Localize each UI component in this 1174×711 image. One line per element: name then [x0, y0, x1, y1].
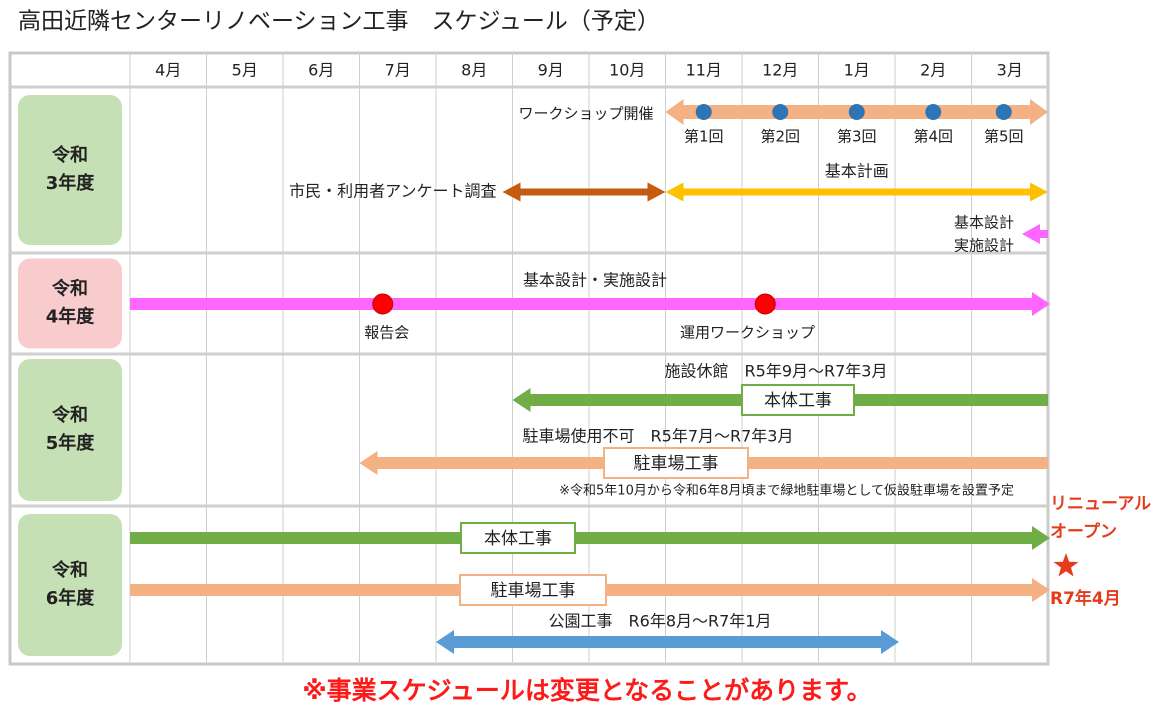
survey-label: 市民・利用者アンケート調査	[289, 182, 496, 201]
month-header-label: 10月	[609, 61, 645, 80]
month-header-label: 8月	[461, 61, 487, 80]
workshop-milestone-dot	[695, 104, 712, 120]
design-start-arrow-head-left	[1022, 224, 1040, 244]
workshop-milestone-dot	[772, 104, 789, 120]
year-label-line2: 6年度	[46, 587, 96, 609]
parking-closure-label: 駐車場使用不可 R5年7月～R7年3月	[523, 427, 794, 446]
year-label-line1: 令和	[51, 144, 88, 166]
design-milestone-dot	[372, 293, 394, 315]
workshop-milestone-label: 第1回	[684, 128, 724, 146]
workshop-milestone-dot	[995, 104, 1012, 120]
workshop-milestone-label: 第5回	[984, 128, 1024, 146]
design-start-label-line1: 基本設計	[954, 214, 1014, 232]
year-label-box	[18, 359, 122, 501]
main-works-box-label: 本体工事	[484, 529, 552, 549]
month-header-label: 7月	[385, 61, 411, 80]
month-header-label: 1月	[844, 61, 870, 80]
renewal-label-line1: リニューアル	[1050, 494, 1151, 514]
design-arrow-head-right	[1032, 292, 1050, 316]
workshop-milestone-label: 第3回	[837, 128, 877, 146]
star-icon	[1053, 553, 1079, 577]
closure-box-label: 本体工事	[764, 391, 832, 411]
survey-arrow-head-left	[502, 182, 521, 202]
month-header-label: 4月	[155, 61, 181, 80]
survey-arrow-shaft	[520, 188, 648, 196]
year-label-line2: 3年度	[46, 172, 96, 194]
workshop-milestone-dot	[925, 104, 942, 120]
parking-closure-box-label-box	[603, 447, 749, 479]
main-works-arrow-head-right	[1032, 526, 1050, 550]
basic-plan-arrow-shaft	[683, 188, 1030, 196]
workshop-milestone-dot	[848, 104, 865, 120]
workshop-milestone-label: 第2回	[760, 128, 800, 146]
basic-plan-label: 基本計画	[825, 162, 889, 181]
month-header-label: 3月	[997, 61, 1023, 80]
schedule-change-note: ※事業スケジュールは変更となることがあります。	[302, 676, 871, 705]
basic-plan-arrow-head-left	[665, 182, 684, 202]
year-label-line2: 5年度	[46, 432, 96, 454]
park-works-arrow-head-right	[881, 630, 899, 654]
month-header-label: 9月	[538, 61, 564, 80]
parking-works-box-label-box	[459, 574, 607, 606]
chart-frame	[8, 51, 1050, 666]
closure-arrow-head-left	[512, 388, 531, 412]
month-header-label: 12月	[762, 61, 798, 80]
month-header-label: 6月	[308, 61, 334, 80]
design-milestone-dot	[754, 293, 776, 315]
month-header-label: 5月	[232, 61, 258, 80]
page-title: 高田近隣センターリノベーション工事 スケジュール（予定）	[18, 9, 660, 35]
workshop-milestone-label: 第4回	[913, 128, 953, 146]
month-header-label: 2月	[920, 61, 946, 80]
parking-works-box-label: 駐車場工事	[491, 581, 576, 601]
parking-closure-arrow-head-left	[359, 451, 378, 475]
design-start-arrow-shaft	[1040, 230, 1048, 238]
workshop-arrow-head-left	[665, 99, 684, 125]
workshop-label: ワークショップ開催	[518, 105, 653, 123]
design-label: 基本設計・実施設計	[523, 271, 667, 290]
design-arrow-shaft	[130, 298, 1032, 310]
closure-label: 施設休館 R5年9月～R7年3月	[665, 362, 888, 381]
year-label-line1: 令和	[51, 559, 88, 581]
park-works-arrow-head-left	[436, 630, 454, 654]
year-label-line1: 令和	[51, 278, 88, 300]
opening-date-label: R7年4月	[1050, 588, 1121, 609]
main-works-box-label-box	[460, 522, 576, 554]
closure-box-label-box	[741, 384, 855, 416]
design-milestone-label: 運用ワークショップ	[680, 324, 815, 342]
workshop-arrow-head-right	[1030, 99, 1048, 125]
design-start-label-line2: 実施設計	[954, 237, 1014, 255]
parking-closure-note: ※令和5年10月から令和6年8月頃まで緑地駐車場として仮設駐車場を設置予定	[559, 483, 1014, 499]
parking-works-arrow-head-right	[1032, 578, 1050, 602]
design-milestone-label: 報告会	[364, 324, 409, 342]
renewal-label-line2: オープン	[1050, 521, 1117, 542]
parking-closure-box-label: 駐車場工事	[634, 454, 719, 474]
year-label-box	[18, 95, 122, 245]
month-header-label: 11月	[686, 61, 722, 80]
survey-arrow-head-right	[647, 182, 666, 202]
year-label-box	[18, 514, 122, 656]
year-label-line2: 4年度	[46, 306, 96, 328]
basic-plan-arrow-head-right	[1030, 182, 1048, 202]
year-label-box	[18, 258, 122, 349]
park-works-arrow-shaft	[454, 636, 881, 648]
main-works-arrow-shaft	[130, 532, 1032, 544]
park-works-label: 公園工事 R6年8月～R7年1月	[549, 612, 772, 631]
year-label-line1: 令和	[51, 404, 88, 426]
